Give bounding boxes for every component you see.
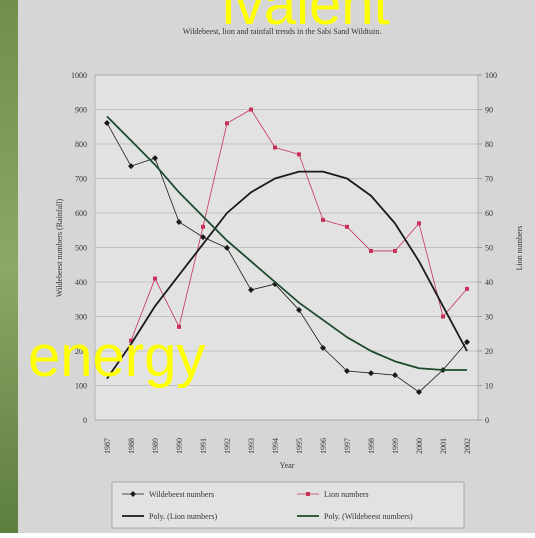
y2-tick-label: 40 (485, 278, 493, 287)
y-tick-label: 800 (75, 140, 87, 149)
overlay-text: ivalent (222, 0, 390, 37)
x-tick-label: 1994 (271, 438, 280, 454)
y-axis-title: Wildebeest numbers (Rainfall) (55, 199, 64, 298)
data-point (201, 224, 205, 229)
data-point (273, 145, 277, 150)
legend-marker (306, 492, 310, 496)
data-point (176, 218, 182, 225)
data-point (153, 276, 157, 281)
legend-marker (130, 491, 136, 497)
y-tick-label: 400 (75, 278, 87, 287)
legend (111, 481, 465, 529)
x-tick-label: 1999 (391, 438, 400, 454)
x-tick-label: 1988 (127, 438, 136, 454)
data-point (224, 244, 230, 251)
data-point (128, 163, 134, 170)
x-tick-label: 1995 (295, 438, 304, 454)
data-point (441, 314, 445, 319)
data-point (320, 344, 326, 351)
data-point (393, 248, 397, 253)
trend-line (106, 115, 467, 371)
y2-tick-label: 50 (485, 244, 493, 253)
data-point (321, 217, 325, 222)
data-point (249, 107, 253, 112)
x-tick-label: 1991 (199, 438, 208, 454)
x-tick-label: 2002 (463, 438, 472, 454)
data-point (225, 121, 229, 126)
y-tick-label: 1000 (71, 71, 87, 80)
y-tick-label: 700 (75, 175, 87, 184)
x-tick-label: 1997 (343, 438, 352, 454)
x-tick-label: 1987 (103, 438, 112, 454)
legend-label: Poly. (Wildebeest numbers) (324, 512, 413, 521)
legend-label: Poly. (Lion numbers) (149, 512, 217, 521)
series-line (106, 122, 468, 393)
y2-tick-label: 90 (485, 106, 493, 115)
y-tick-label: 300 (75, 313, 87, 322)
x-tick-label: 1993 (247, 438, 256, 454)
y2-tick-label: 20 (485, 347, 493, 356)
y2-tick-label: 30 (485, 313, 493, 322)
y-tick-label: 100 (75, 382, 87, 391)
y-tick-label: 200 (75, 347, 87, 356)
data-point (104, 119, 110, 126)
data-point (344, 368, 350, 375)
x-tick-label: 1992 (223, 438, 232, 454)
data-point (297, 152, 301, 157)
data-point (392, 372, 398, 379)
data-point (296, 306, 302, 313)
x-axis-title: Year (280, 461, 295, 470)
data-point (129, 338, 133, 343)
y2-axis-title: Lion numbers (515, 226, 524, 271)
data-point (152, 155, 158, 162)
x-tick-label: 1990 (175, 438, 184, 454)
data-point (416, 389, 422, 396)
chart-title: Wildebeest, lion and rainfall trends in … (183, 27, 382, 36)
y2-tick-label: 10 (485, 382, 493, 391)
data-point (464, 339, 470, 346)
y2-tick-label: 60 (485, 209, 493, 218)
trend-line (106, 170, 468, 380)
y2-tick-label: 70 (485, 175, 493, 184)
y-tick-label: 500 (75, 244, 87, 253)
x-tick-label: 1998 (367, 438, 376, 454)
y2-tick-label: 100 (485, 71, 497, 80)
data-point (369, 248, 373, 253)
overlay-text: energy (28, 324, 205, 389)
data-point (345, 224, 349, 229)
data-point (248, 286, 254, 293)
legend-label: Lion numbers (324, 490, 369, 499)
data-point (368, 370, 374, 377)
y-tick-label: 900 (75, 106, 87, 115)
y-tick-label: 600 (75, 209, 87, 218)
x-tick-label: 2001 (439, 438, 448, 454)
y-tick-label: 0 (83, 416, 87, 425)
data-point (465, 286, 469, 291)
y2-tick-label: 80 (485, 140, 493, 149)
data-point (177, 324, 181, 329)
y2-tick-label: 0 (485, 416, 489, 425)
x-tick-label: 1989 (151, 438, 160, 454)
legend-label: Wildebeest numbers (149, 490, 214, 499)
x-tick-label: 2000 (415, 438, 424, 454)
data-point (417, 221, 421, 226)
x-tick-label: 1996 (319, 438, 328, 454)
data-point (200, 234, 206, 241)
